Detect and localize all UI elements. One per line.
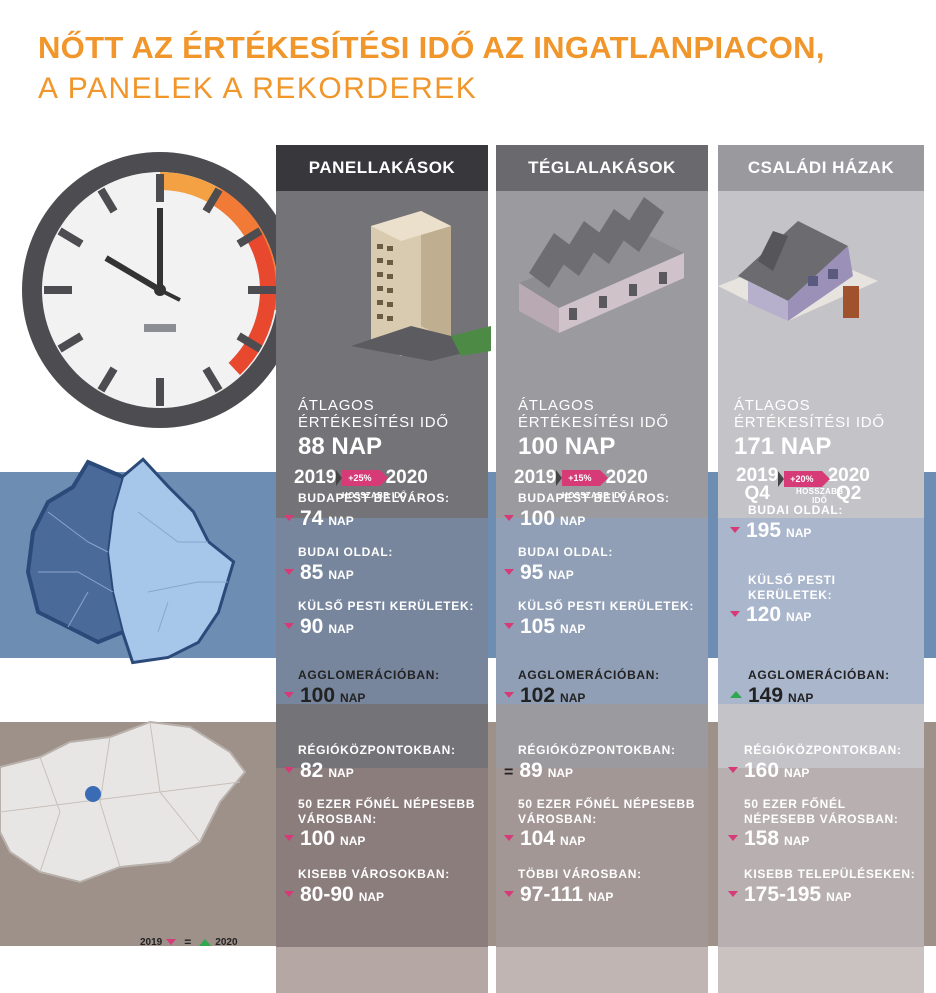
title-line1: NŐTT AZ ÉRTÉKESÍTÉSI IDŐ AZ INGATLANPIAC… <box>38 30 825 65</box>
region-label: 50 EZER FŐNÉL NÉPESEBB VÁROSBAN: <box>744 797 899 826</box>
district-label: BUDAPEST BELVÁROS: <box>298 491 450 505</box>
avg-value: 88 NAP <box>298 433 383 460</box>
column-houses: CSALÁDI HÁZAK ÁTLAGOS ÉRTÉKESÍTÉSI IDŐ 17… <box>718 145 924 993</box>
region-value: 82 NAP <box>284 759 354 783</box>
district-value: 105 NAP <box>504 615 585 639</box>
district-value: 74 NAP <box>284 507 354 531</box>
down-icon <box>730 527 740 533</box>
region-value: 97-111 NAP <box>504 883 613 907</box>
equal-icon: = <box>184 935 192 949</box>
longer-time-label: HOSSZABB IDŐ <box>796 487 844 505</box>
avg-label: ÁTLAGOS ÉRTÉKESÍTÉSI IDŐ <box>734 397 885 431</box>
region-label: KISEBB TELEPÜLÉSEKEN: <box>744 867 916 881</box>
region-value: = 89 NAP <box>504 759 574 782</box>
column-header: TÉGLALAKÁSOK <box>496 145 708 191</box>
down-icon <box>504 623 514 629</box>
down-icon <box>504 569 514 575</box>
clock-icon <box>22 152 298 428</box>
agglo-value: 100 NAP <box>284 684 365 708</box>
avg-value: 171 NAP <box>734 433 832 460</box>
brick-houses-icon <box>519 197 684 333</box>
down-icon <box>504 835 514 841</box>
district-label: BUDAI OLDAL: <box>298 545 394 559</box>
district-label: BUDAPEST BELVÁROS: <box>518 491 670 505</box>
region-label: TÖBBI VÁROSBAN: <box>518 867 642 881</box>
down-icon <box>284 835 294 841</box>
down-icon <box>504 891 514 897</box>
down-icon <box>728 835 738 841</box>
district-value: 195 NAP <box>730 519 811 543</box>
column-panel: PANELLAKÁSOK ÁTLAGOS ÉRTÉKESÍTÉSI IDŐ 88 … <box>276 145 491 993</box>
hungary-map-icon <box>0 720 247 884</box>
column-brick: TÉGLALAKÁSOK ÁTLAGOS ÉRTÉKESÍTÉSI IDŐ 100… <box>496 145 708 993</box>
region-value: 80-90 NAP <box>284 883 384 907</box>
up-icon <box>199 938 212 946</box>
equal-icon: = <box>504 764 514 781</box>
column-header: CSALÁDI HÁZAK <box>718 145 924 191</box>
budapest-map-icon <box>25 457 236 665</box>
down-icon <box>728 767 738 773</box>
region-label: RÉGIÓKÖZPONTOKBAN: <box>298 743 456 757</box>
avg-value: 100 NAP <box>518 433 616 460</box>
longer-time-label: HOSSZABB IDŐ <box>562 491 627 500</box>
change-arrow-icon: +25% <box>336 470 388 486</box>
district-value: 85 NAP <box>284 561 354 585</box>
legend-year-start: 2019 <box>140 936 163 948</box>
district-value: 95 NAP <box>504 561 574 585</box>
district-label: BUDAI OLDAL: <box>518 545 614 559</box>
down-icon <box>284 767 294 773</box>
district-label: KÜLSŐ PESTI KERÜLETEK: <box>748 573 836 602</box>
down-icon <box>504 515 514 521</box>
agglo-label: AGGLOMERÁCIÓBAN: <box>518 668 660 682</box>
panel-building-icon <box>351 211 491 361</box>
region-label: RÉGIÓKÖZPONTOKBAN: <box>518 743 676 757</box>
region-value: 100 NAP <box>284 827 365 851</box>
district-value: 120 NAP <box>730 603 811 627</box>
title-line2: A PANELEK A REKORDEREK <box>38 72 478 105</box>
up-icon <box>730 691 742 698</box>
district-value: 100 NAP <box>504 507 585 531</box>
legend: 2019 = 2020 <box>140 935 238 949</box>
avg-label: ÁTLAGOS ÉRTÉKESÍTÉSI IDŐ <box>298 397 449 431</box>
down-icon <box>166 939 177 945</box>
region-label: 50 EZER FŐNÉL NÉPESEBB VÁROSBAN: <box>298 797 476 826</box>
down-icon <box>284 891 294 897</box>
change-arrow-icon: +20% <box>778 471 830 487</box>
region-label: RÉGIÓKÖZPONTOKBAN: <box>744 743 902 757</box>
agglo-value: 149 NAP <box>730 684 813 708</box>
district-value: 90 NAP <box>284 615 354 639</box>
region-label: 50 EZER FŐNÉL NÉPESEBB VÁROSBAN: <box>518 797 696 826</box>
district-label: BUDAI OLDAL: <box>748 503 844 517</box>
column-header: PANELLAKÁSOK <box>276 145 488 191</box>
agglo-label: AGGLOMERÁCIÓBAN: <box>298 668 440 682</box>
region-value: 104 NAP <box>504 827 585 851</box>
region-label: KISEBB VÁROSOKBAN: <box>298 867 450 881</box>
down-icon <box>284 569 294 575</box>
down-icon <box>728 891 738 897</box>
avg-label: ÁTLAGOS ÉRTÉKESÍTÉSI IDŐ <box>518 397 669 431</box>
agglo-value: 102 NAP <box>504 684 585 708</box>
district-label: KÜLSŐ PESTI KERÜLETEK: <box>518 599 695 613</box>
family-house-icon <box>718 221 878 321</box>
legend-year-end: 2020 <box>215 936 238 948</box>
year-change: 2019 +15% 2020 <box>514 467 648 488</box>
district-label: KÜLSŐ PESTI KERÜLETEK: <box>298 599 475 613</box>
agglo-label: AGGLOMERÁCIÓBAN: <box>748 668 890 682</box>
year-change: 2019 Q4 +20% 2020 Q2 <box>736 465 870 504</box>
region-value: 175-195 NAP <box>728 883 851 907</box>
down-icon <box>284 623 294 629</box>
longer-time-label: HOSSZABB IDŐ <box>342 491 407 500</box>
down-icon <box>730 611 740 617</box>
down-icon <box>504 692 514 698</box>
change-arrow-icon: +15% <box>556 470 608 486</box>
region-value: 158 NAP <box>728 827 809 851</box>
down-icon <box>284 515 294 521</box>
region-value: 160 NAP <box>728 759 809 783</box>
year-change: 2019 +25% 2020 <box>294 467 428 488</box>
down-icon <box>284 692 294 698</box>
